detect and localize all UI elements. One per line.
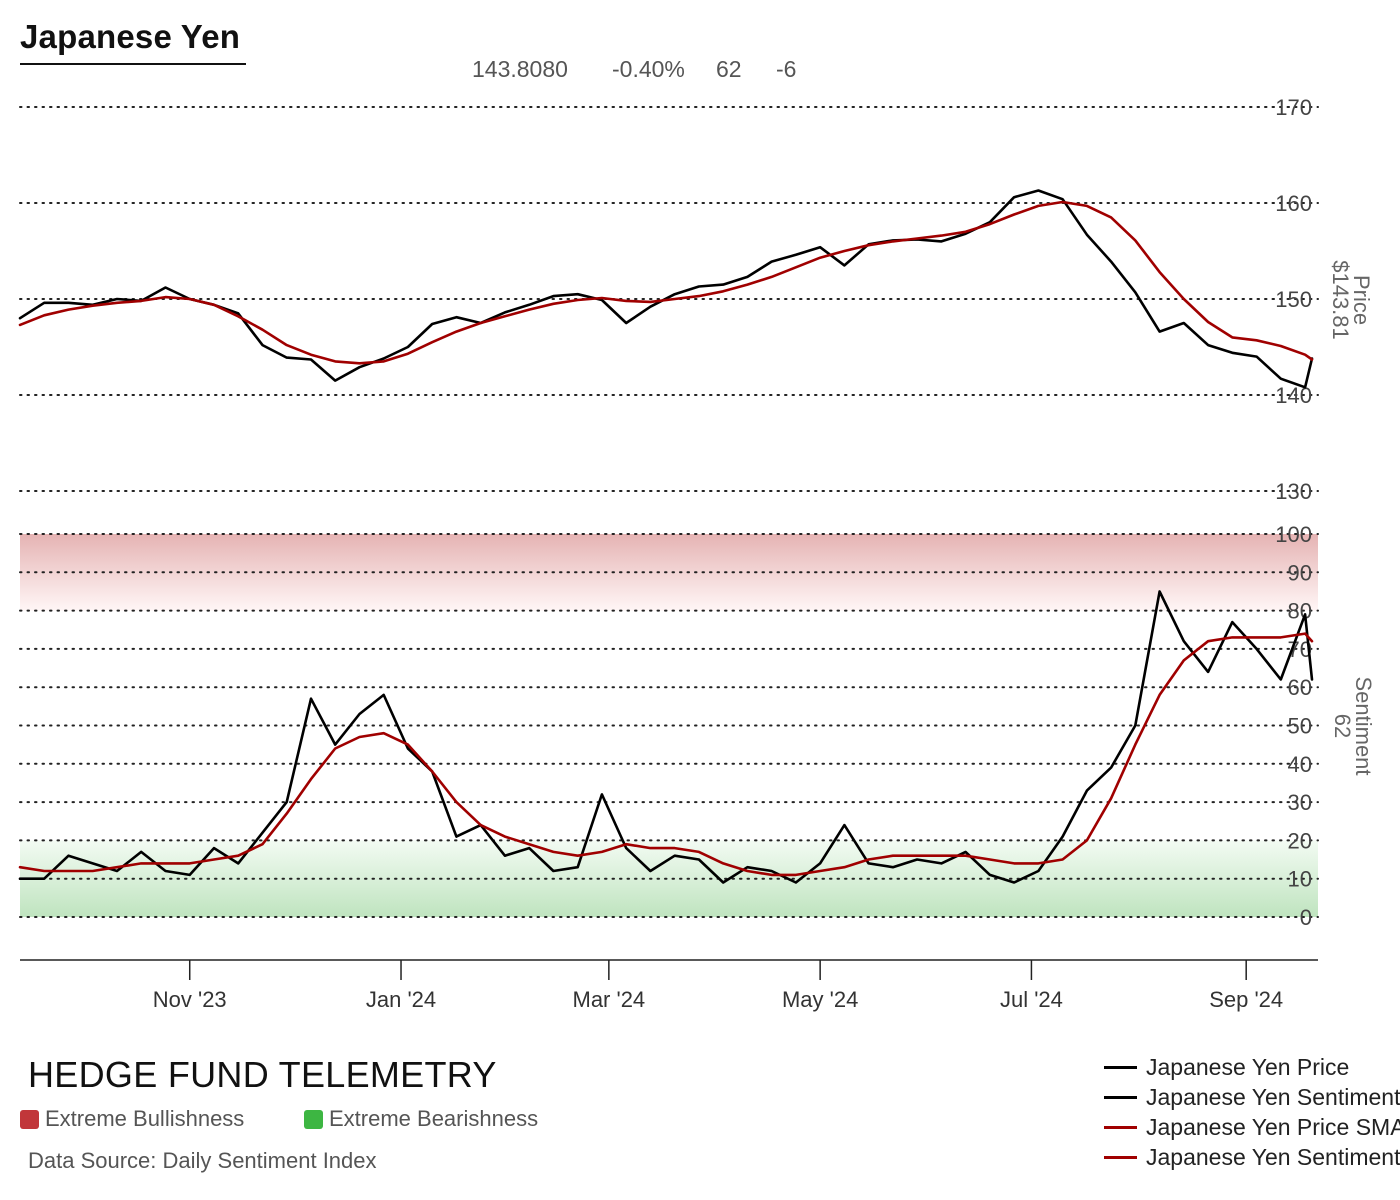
legend-item-price-sma[interactable]: Japanese Yen Price SMA xyxy=(1104,1112,1400,1142)
sentiment-tick-label: 30 xyxy=(1288,790,1312,815)
x-axis: Nov '23 Jan '24 Mar '24 May '24 Jul '24 Sep '… xyxy=(20,959,1318,1012)
price-axis-current-value: $143.81 xyxy=(1328,260,1353,340)
price-change-percent: -0.40% xyxy=(612,56,685,82)
x-tick-label: Nov '23 xyxy=(153,987,227,1012)
legend-label: Japanese Yen Price SMA xyxy=(1146,1113,1400,1140)
sentiment-tick-label: 90 xyxy=(1288,560,1312,585)
sentiment-tick-label: 40 xyxy=(1288,752,1312,777)
data-source: Data Source: Daily Sentiment Index xyxy=(28,1148,377,1173)
brand-name: HEDGE FUND TELEMETRY xyxy=(28,1054,497,1095)
line-swatch-icon xyxy=(1104,1095,1137,1099)
legend-label: Japanese Yen Price xyxy=(1146,1053,1350,1080)
current-price: 143.8080 xyxy=(472,56,568,82)
title-underline xyxy=(20,63,246,65)
price-tick-label: 160 xyxy=(1275,191,1312,216)
line-swatch-icon xyxy=(1104,1125,1137,1129)
sentiment-tick-label: 10 xyxy=(1288,867,1312,892)
series-legend: Japanese Yen Price Japanese Yen Sentimen… xyxy=(1104,1052,1400,1172)
sentiment-tick-label: 20 xyxy=(1288,828,1312,853)
x-tick-label: May '24 xyxy=(782,987,858,1012)
line-swatch-icon xyxy=(1104,1155,1137,1159)
price-tick-label: 150 xyxy=(1275,287,1312,312)
line-swatch-icon xyxy=(1104,1065,1137,1069)
sentiment-change: -6 xyxy=(776,56,797,82)
price-tick-label: 130 xyxy=(1275,479,1312,504)
sentiment-line xyxy=(18,590,1314,884)
sentiment-tick-label: 50 xyxy=(1288,714,1312,739)
legend-label: Extreme Bullishness xyxy=(45,1106,245,1131)
price-axis-title: Price xyxy=(1349,275,1374,325)
legend-extreme-bullishness: Extreme Bullishness xyxy=(20,1106,244,1132)
legend-label: Japanese Yen Sentiment xyxy=(1146,1083,1400,1110)
legend-item-price[interactable]: Japanese Yen Price xyxy=(1104,1052,1400,1082)
gridlines xyxy=(19,106,1319,918)
legend-item-sentiment[interactable]: Japanese Yen Sentiment xyxy=(1104,1082,1400,1112)
sentiment-tick-label: 100 xyxy=(1275,522,1312,547)
legend-extreme-bearishness: Extreme Bearishness xyxy=(304,1106,538,1132)
legend-label: Extreme Bearishness xyxy=(329,1106,539,1131)
x-tick-label: Jul '24 xyxy=(1000,987,1063,1012)
x-tick-label: Jan '24 xyxy=(366,987,436,1012)
x-tick-label: Sep '24 xyxy=(1209,987,1283,1012)
price-line xyxy=(18,189,1314,389)
series-lines xyxy=(18,189,1314,884)
sentiment-axis-title: Sentiment xyxy=(1351,676,1376,775)
current-sentiment: 62 xyxy=(716,56,742,82)
sentiment-axis-current-value: 62 xyxy=(1330,714,1355,738)
x-tick-label: Mar '24 xyxy=(573,987,646,1012)
bullish-swatch-icon xyxy=(20,1109,39,1129)
bearish-swatch-icon xyxy=(304,1109,323,1129)
chart-title: Japanese Yen xyxy=(20,18,241,55)
sentiment-tick-label: 60 xyxy=(1288,675,1312,700)
sentiment-tick-label: 0 xyxy=(1300,905,1312,930)
sentiment-sma-line xyxy=(18,632,1314,877)
price-tick-label: 170 xyxy=(1275,95,1312,120)
sentiment-tick-label: 80 xyxy=(1288,599,1312,624)
legend-label: Japanese Yen Sentiment SMA xyxy=(1146,1143,1400,1170)
legend-item-sentiment-sma[interactable]: Japanese Yen Sentiment SMA xyxy=(1104,1142,1400,1172)
price-sma-line xyxy=(18,200,1314,365)
